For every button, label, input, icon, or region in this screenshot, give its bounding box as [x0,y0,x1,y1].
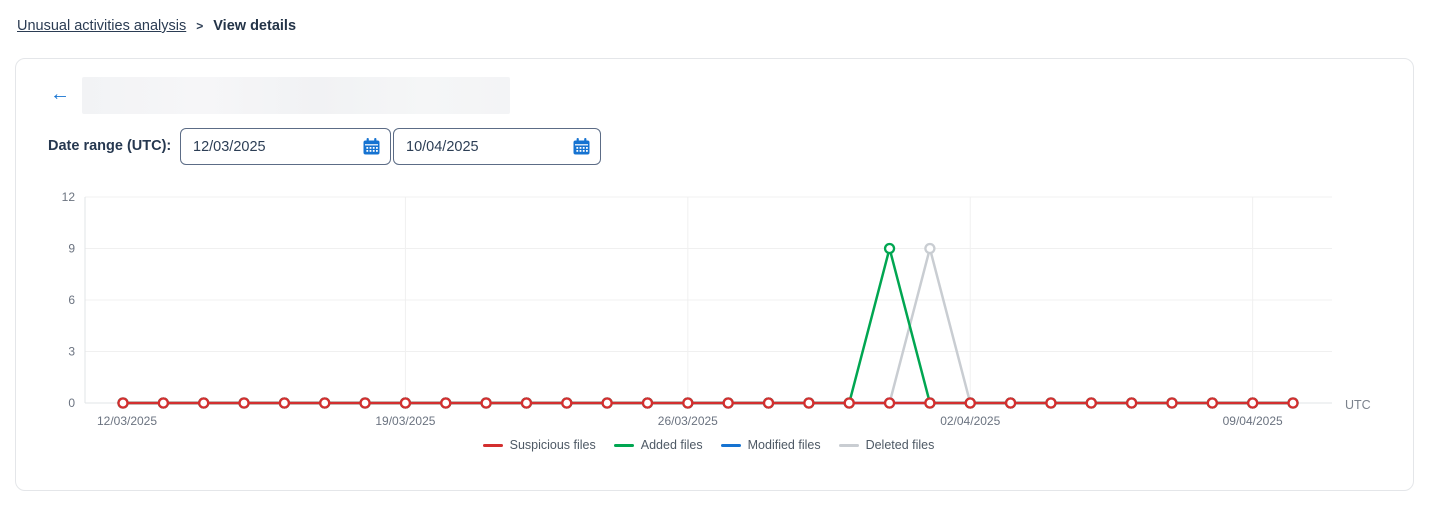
svg-text:19/03/2025: 19/03/2025 [375,414,435,428]
calendar-icon [573,138,590,155]
svg-text:UTC: UTC [1345,398,1371,412]
added-files-swatch-icon [613,443,634,447]
chart-legend: Suspicious files Added files Modified file… [85,438,1332,452]
legend-item-suspicious-files[interactable]: Suspicious files [482,438,596,452]
svg-text:6: 6 [68,293,75,307]
end-date-calendar-button[interactable] [573,138,590,155]
arrow-left-icon: ← [50,83,70,105]
activity-line-chart: 0 3 6 9 12 12/03/2025 19/03/2025 26/03/2025 02/0… [62,190,1371,428]
legend-label: Deleted files [865,438,935,452]
legend-label: Modified files [747,438,821,452]
redacted-title-block [82,77,510,114]
start-date-field[interactable] [180,128,391,165]
modified-files-swatch-icon [720,443,741,447]
end-date-input[interactable] [406,138,573,155]
legend-item-deleted-files[interactable]: Deleted files [838,438,935,452]
svg-text:02/04/2025: 02/04/2025 [940,414,1000,428]
end-date-field[interactable] [393,128,601,165]
svg-text:12: 12 [62,190,76,204]
svg-text:9: 9 [68,242,75,256]
legend-label: Added files [640,438,703,452]
svg-text:0: 0 [68,396,75,410]
legend-item-added-files[interactable]: Added files [613,438,703,452]
start-date-input[interactable] [193,138,363,155]
start-date-calendar-button[interactable] [363,138,380,155]
deleted-files-swatch-icon [838,443,859,447]
svg-text:12/03/2025: 12/03/2025 [97,414,157,428]
date-range-label: Date range (UTC): [48,138,172,154]
back-button[interactable]: ← [50,83,70,105]
suspicious-files-swatch-icon [482,443,503,447]
legend-item-modified-files[interactable]: Modified files [720,438,821,452]
breadcrumb-separator-icon: > [196,19,204,33]
svg-text:3: 3 [68,345,75,359]
breadcrumb-link-unusual-activities[interactable]: Unusual activities analysis [17,18,187,34]
breadcrumb-current: View details [213,18,297,34]
svg-text:09/04/2025: 09/04/2025 [1223,414,1283,428]
legend-label: Suspicious files [509,438,596,452]
calendar-icon [363,138,380,155]
svg-text:26/03/2025: 26/03/2025 [658,414,718,428]
breadcrumb: Unusual activities analysis > View detai… [17,18,296,34]
